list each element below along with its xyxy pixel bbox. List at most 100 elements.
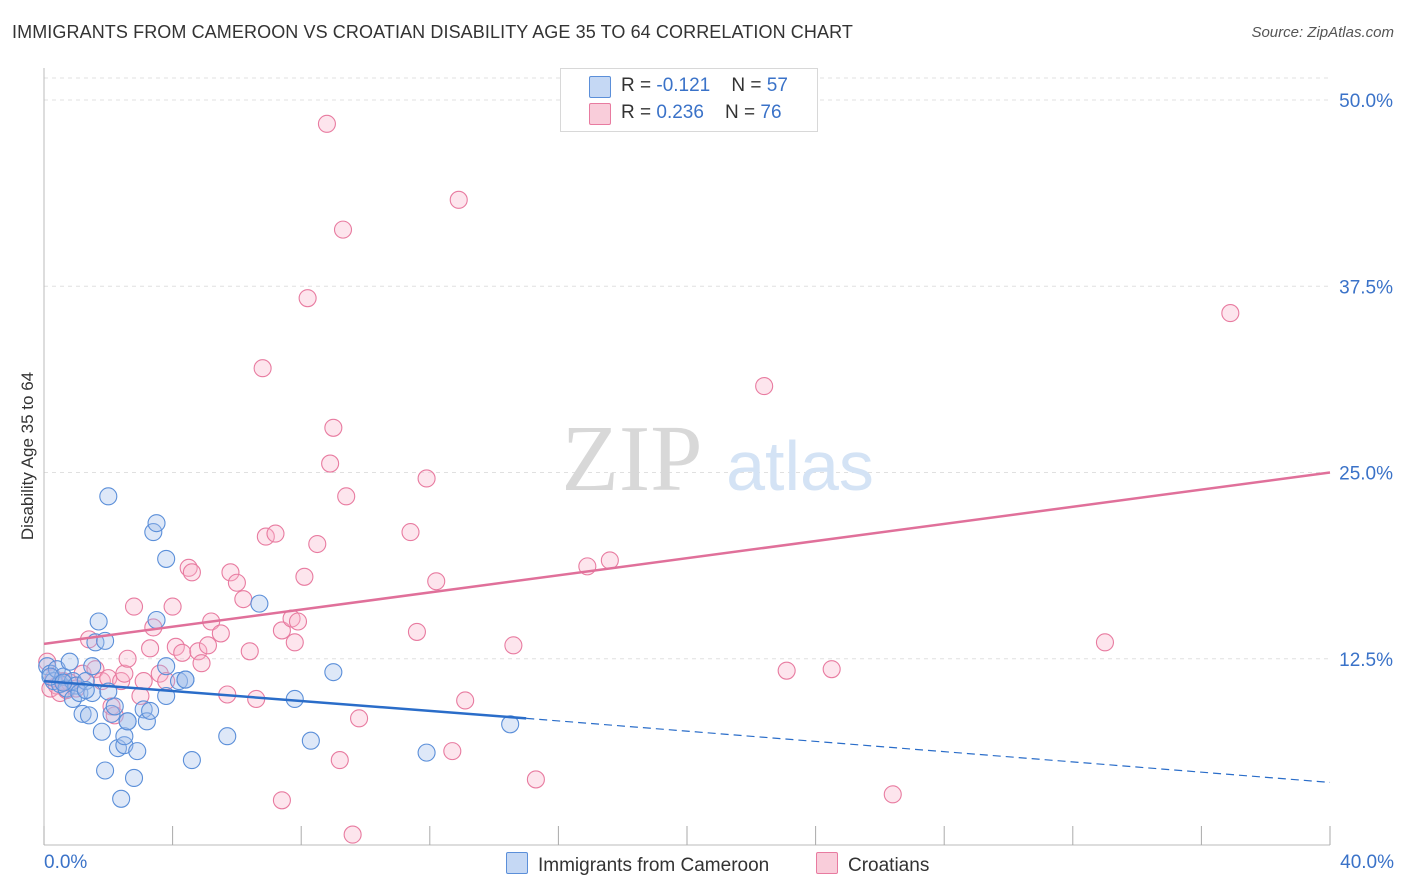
- croatians-point: [526, 770, 545, 789]
- croatians-point: [1095, 633, 1114, 652]
- y-tick-label: 12.5%: [1339, 650, 1393, 671]
- legend-r-value: -0.121: [656, 75, 711, 96]
- croatians-point: [227, 573, 246, 592]
- croatians-point: [173, 643, 192, 662]
- cameroon-trend-extension: [526, 717, 1331, 784]
- y-tick-label: 50.0%: [1339, 91, 1393, 112]
- cameroon-point: [157, 549, 176, 568]
- legend-n-value: 76: [760, 102, 782, 123]
- croatians-point: [124, 597, 144, 616]
- croatians-point: [198, 636, 218, 655]
- croatians-point: [150, 664, 169, 683]
- cameroon-point: [124, 768, 144, 788]
- croatians-point: [407, 622, 426, 641]
- cameroon-point: [73, 704, 92, 723]
- croatians-point: [266, 524, 285, 543]
- cameroon-point: [141, 701, 160, 720]
- croatians-point: [115, 664, 134, 683]
- legend-swatch-cameroon: [589, 76, 611, 98]
- croatians-point: [600, 551, 619, 570]
- legend-n-value: 57: [766, 75, 788, 96]
- chart-source: Source: ZipAtlas.com: [1251, 24, 1394, 41]
- cameroon-point: [83, 657, 102, 676]
- croatians-point: [285, 633, 304, 652]
- cameroon-point: [169, 672, 189, 691]
- cameroon-points: [38, 487, 520, 808]
- cameroon-point: [182, 751, 201, 770]
- croatians-point: [343, 825, 362, 844]
- trend-lines: [43, 471, 1331, 784]
- cameroon-point: [218, 727, 237, 746]
- croatians-point: [504, 636, 523, 655]
- legend-r-value: 0.236: [656, 102, 704, 123]
- axes: [43, 68, 1331, 846]
- x-tick-label-max: 40.0%: [1340, 852, 1394, 873]
- legend-n-label: N =: [725, 102, 761, 123]
- croatians-point: [401, 523, 420, 542]
- cameroon-point: [147, 514, 166, 533]
- cameroon-point: [54, 667, 73, 686]
- croatians-trend-line: [43, 471, 1331, 646]
- croatians-point: [163, 597, 182, 616]
- croatians-point: [427, 572, 446, 591]
- cameroon-point: [417, 743, 436, 762]
- bottom-legend-croatians: Croatians: [816, 852, 929, 877]
- cameroon-point: [79, 706, 99, 725]
- cameroon-point: [147, 610, 166, 630]
- croatians-point: [38, 652, 57, 671]
- bottom-legend-label-cameroon: Immigrants from Cameroon: [538, 855, 770, 876]
- watermark-zip: ZIP: [562, 407, 703, 511]
- y-tick-label: 25.0%: [1339, 464, 1393, 485]
- cameroon-point: [92, 722, 111, 741]
- croatians-point: [317, 114, 336, 133]
- croatians-point: [234, 590, 253, 609]
- bottom-legend-swatch-croatians: [816, 852, 838, 874]
- croatians-point: [298, 289, 317, 308]
- cameroon-point: [134, 700, 153, 719]
- chart-title: IMMIGRANTS FROM CAMEROON VS CROATIAN DIS…: [12, 22, 853, 42]
- croatians-point: [456, 691, 475, 710]
- cameroon-point: [115, 727, 134, 746]
- croatians-point: [822, 660, 841, 679]
- croatians-point: [240, 642, 259, 661]
- croatians-point: [1221, 304, 1240, 323]
- croatians-point: [755, 377, 774, 396]
- cameroon-point: [250, 594, 269, 613]
- croatians-point: [777, 661, 796, 680]
- bottom-legend-label-croatians: Croatians: [848, 855, 930, 876]
- croatians-point: [449, 190, 468, 209]
- cameroon-point: [137, 712, 156, 731]
- cameroon-point: [96, 761, 115, 780]
- watermark-atlas: atlas: [726, 427, 874, 505]
- cameroon-point: [99, 487, 118, 506]
- croatians-point: [211, 624, 230, 643]
- croatians-point: [221, 563, 240, 582]
- legend-n-label: N =: [731, 75, 767, 96]
- croatians-point: [417, 469, 436, 488]
- cameroon-point: [501, 715, 520, 734]
- cameroon-point: [60, 652, 79, 671]
- croatians-point: [272, 791, 291, 810]
- cameroon-trend-line: [43, 679, 527, 720]
- x-tick-label-min: 0.0%: [44, 852, 88, 873]
- croatians-point: [189, 642, 208, 661]
- cameroon-point: [105, 697, 124, 716]
- croatians-point: [141, 639, 160, 658]
- croatians-points: [38, 114, 1240, 844]
- cameroon-point: [128, 742, 147, 761]
- bottom-legend-cameroon: Immigrants from Cameroon: [506, 852, 769, 877]
- cameroon-point: [176, 670, 195, 689]
- croatians-point: [443, 742, 462, 761]
- correlation-legend: R = -0.121 N = 57 R = 0.236 N = 76: [560, 68, 818, 132]
- legend-r-label: R =: [621, 75, 657, 96]
- y-tick-label: 37.5%: [1339, 277, 1393, 298]
- croatians-point: [253, 359, 272, 378]
- cameroon-point: [89, 612, 108, 631]
- croatians-point: [118, 649, 137, 668]
- bottom-legend-swatch-cameroon: [506, 852, 528, 874]
- y-tick-labels: 12.5% 25.0% 37.5% 50.0%: [1339, 91, 1393, 671]
- croatians-point: [350, 709, 369, 728]
- legend-swatch-croatians: [589, 103, 611, 125]
- croatians-point: [272, 621, 291, 640]
